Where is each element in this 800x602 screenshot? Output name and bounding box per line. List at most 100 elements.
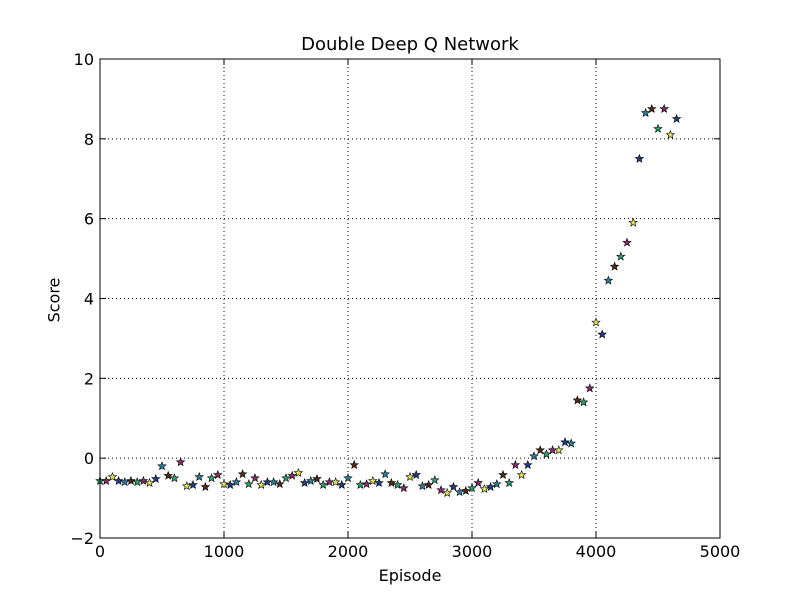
data-point bbox=[386, 477, 397, 487]
data-point bbox=[572, 395, 583, 405]
data-point bbox=[213, 469, 223, 480]
data-points bbox=[95, 103, 682, 497]
data-point bbox=[392, 479, 403, 489]
data-point bbox=[461, 485, 471, 495]
data-point bbox=[411, 469, 421, 480]
data-point bbox=[405, 471, 415, 482]
y-tick-label: 4 bbox=[84, 290, 94, 309]
y-tick-label: 0 bbox=[84, 449, 94, 468]
data-point bbox=[498, 469, 508, 480]
data-point bbox=[665, 129, 676, 139]
data-point bbox=[120, 477, 130, 487]
data-point bbox=[318, 479, 328, 489]
data-point bbox=[616, 251, 626, 261]
data-point bbox=[492, 479, 502, 489]
y-axis-label: Score bbox=[44, 277, 64, 323]
data-point bbox=[647, 103, 657, 113]
data-point bbox=[101, 475, 111, 485]
data-point bbox=[603, 275, 614, 285]
data-point bbox=[182, 481, 192, 491]
data-point bbox=[585, 383, 595, 393]
data-point bbox=[312, 473, 322, 483]
data-point bbox=[355, 479, 366, 489]
data-point bbox=[200, 481, 211, 491]
data-point bbox=[151, 473, 161, 483]
data-point bbox=[306, 475, 316, 485]
x-tick-label: 0 bbox=[95, 542, 105, 561]
y-tick-label: 6 bbox=[84, 210, 94, 229]
data-point bbox=[163, 470, 173, 480]
data-point bbox=[206, 473, 217, 483]
data-point bbox=[467, 483, 477, 493]
data-point bbox=[225, 479, 235, 489]
data-point bbox=[454, 487, 465, 497]
data-point bbox=[374, 477, 384, 487]
data-point bbox=[504, 477, 514, 487]
data-point bbox=[628, 217, 638, 227]
data-point bbox=[442, 487, 452, 497]
data-point bbox=[169, 473, 180, 483]
data-point bbox=[541, 449, 552, 459]
data-point bbox=[175, 457, 186, 467]
data-point bbox=[671, 113, 682, 123]
data-point bbox=[287, 470, 297, 480]
chart-title: Double Deep Q Network bbox=[301, 34, 519, 55]
data-point bbox=[399, 483, 409, 493]
data-point bbox=[219, 479, 229, 489]
x-tick-label: 3000 bbox=[452, 542, 493, 561]
data-point bbox=[417, 481, 428, 491]
data-point bbox=[523, 459, 533, 470]
data-point bbox=[380, 469, 390, 479]
data-point bbox=[343, 473, 353, 483]
data-point bbox=[188, 479, 198, 489]
data-point bbox=[361, 479, 372, 489]
data-point bbox=[107, 471, 118, 482]
data-point bbox=[275, 479, 285, 489]
data-point bbox=[578, 397, 589, 407]
data-point bbox=[349, 459, 359, 470]
x-tick-label: 1000 bbox=[204, 542, 245, 561]
data-point bbox=[113, 475, 124, 485]
data-point bbox=[634, 153, 645, 163]
data-point bbox=[293, 467, 304, 478]
data-point bbox=[157, 461, 167, 471]
y-tick-label: 10 bbox=[74, 50, 94, 69]
data-point bbox=[529, 451, 539, 461]
data-point bbox=[653, 123, 663, 133]
y-tick-label: 2 bbox=[84, 369, 94, 388]
data-point bbox=[448, 481, 459, 491]
data-point bbox=[516, 469, 527, 480]
data-point bbox=[640, 107, 651, 117]
data-point bbox=[591, 317, 601, 327]
data-point bbox=[479, 483, 490, 493]
data-point bbox=[622, 237, 632, 247]
data-point bbox=[423, 479, 434, 489]
data-point bbox=[126, 475, 136, 485]
grid-lines bbox=[100, 59, 720, 538]
data-point bbox=[194, 471, 204, 482]
x-axis-label: Episode bbox=[378, 566, 442, 585]
data-point bbox=[547, 445, 558, 455]
data-point bbox=[237, 469, 248, 479]
data-point bbox=[337, 479, 347, 489]
data-point bbox=[430, 475, 440, 485]
data-point bbox=[368, 475, 378, 485]
data-point bbox=[609, 261, 620, 271]
data-point bbox=[244, 479, 254, 489]
x-tick-label: 5000 bbox=[700, 542, 741, 561]
y-tick-label: 8 bbox=[84, 130, 94, 149]
y-tick-label: −2 bbox=[70, 529, 94, 548]
data-point bbox=[231, 477, 242, 487]
data-point bbox=[268, 477, 279, 487]
data-point bbox=[566, 438, 576, 448]
data-point bbox=[144, 477, 155, 487]
data-point bbox=[473, 477, 483, 487]
data-point bbox=[560, 437, 570, 447]
data-point bbox=[436, 485, 446, 495]
data-point bbox=[256, 479, 266, 489]
data-point bbox=[330, 477, 341, 487]
data-point bbox=[659, 103, 669, 113]
x-tick-label: 4000 bbox=[576, 542, 617, 561]
